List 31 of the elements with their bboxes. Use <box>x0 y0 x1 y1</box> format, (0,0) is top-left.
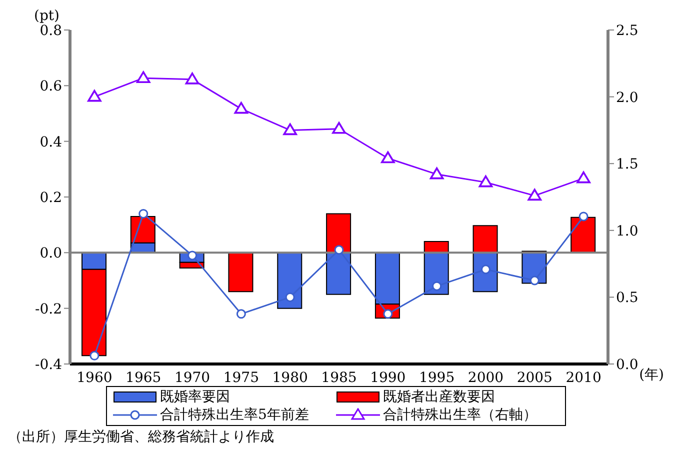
x-tick-label: 1980 <box>272 370 308 386</box>
legend-label: 既婚者出産数要因 <box>383 388 495 406</box>
legend-label: 合計特殊出生率（右軸） <box>383 406 537 424</box>
x-tick-label: 1965 <box>126 370 162 386</box>
y-tick-label: 0.8 <box>40 22 62 39</box>
y-tick-label: 0.4 <box>40 134 62 150</box>
y2-tick-label: 1.0 <box>616 223 638 240</box>
y-tick-label: 0.0 <box>40 246 62 262</box>
x-tick-label: 1995 <box>419 370 455 386</box>
legend-label: 既婚率要因 <box>160 388 230 406</box>
y-tick-label: -0.4 <box>35 356 62 373</box>
x-tick-label: 2000 <box>468 370 504 386</box>
y-axis-title: (pt) <box>34 8 60 24</box>
y-tick-label: 0.6 <box>40 78 62 95</box>
y2-tick-label: 1.5 <box>616 156 638 173</box>
x-tick-label: 1960 <box>76 370 112 386</box>
x-tick-label: 1990 <box>370 370 406 386</box>
y2-tick-label: 0.0 <box>616 356 638 373</box>
x-tick-label: 1985 <box>321 370 357 386</box>
y2-tick-label: 0.5 <box>616 290 638 306</box>
legend-label: 合計特殊出生率5年前差 <box>160 406 309 424</box>
y2-tick-label: 2.0 <box>616 90 638 106</box>
text: （出所）厚生労働省、総務省統計より作成 <box>8 428 275 446</box>
x-tick-label: 2010 <box>566 370 602 386</box>
y-tick-label: 0.2 <box>40 190 62 206</box>
y2-tick-label: 2.5 <box>616 22 638 39</box>
x-tick-label: 2005 <box>516 370 552 386</box>
x-tick-label: 1970 <box>174 370 210 386</box>
y-tick-label: -0.2 <box>35 301 62 318</box>
x-tick-label: 1975 <box>223 370 259 386</box>
x-axis-title: (年) <box>639 366 664 384</box>
